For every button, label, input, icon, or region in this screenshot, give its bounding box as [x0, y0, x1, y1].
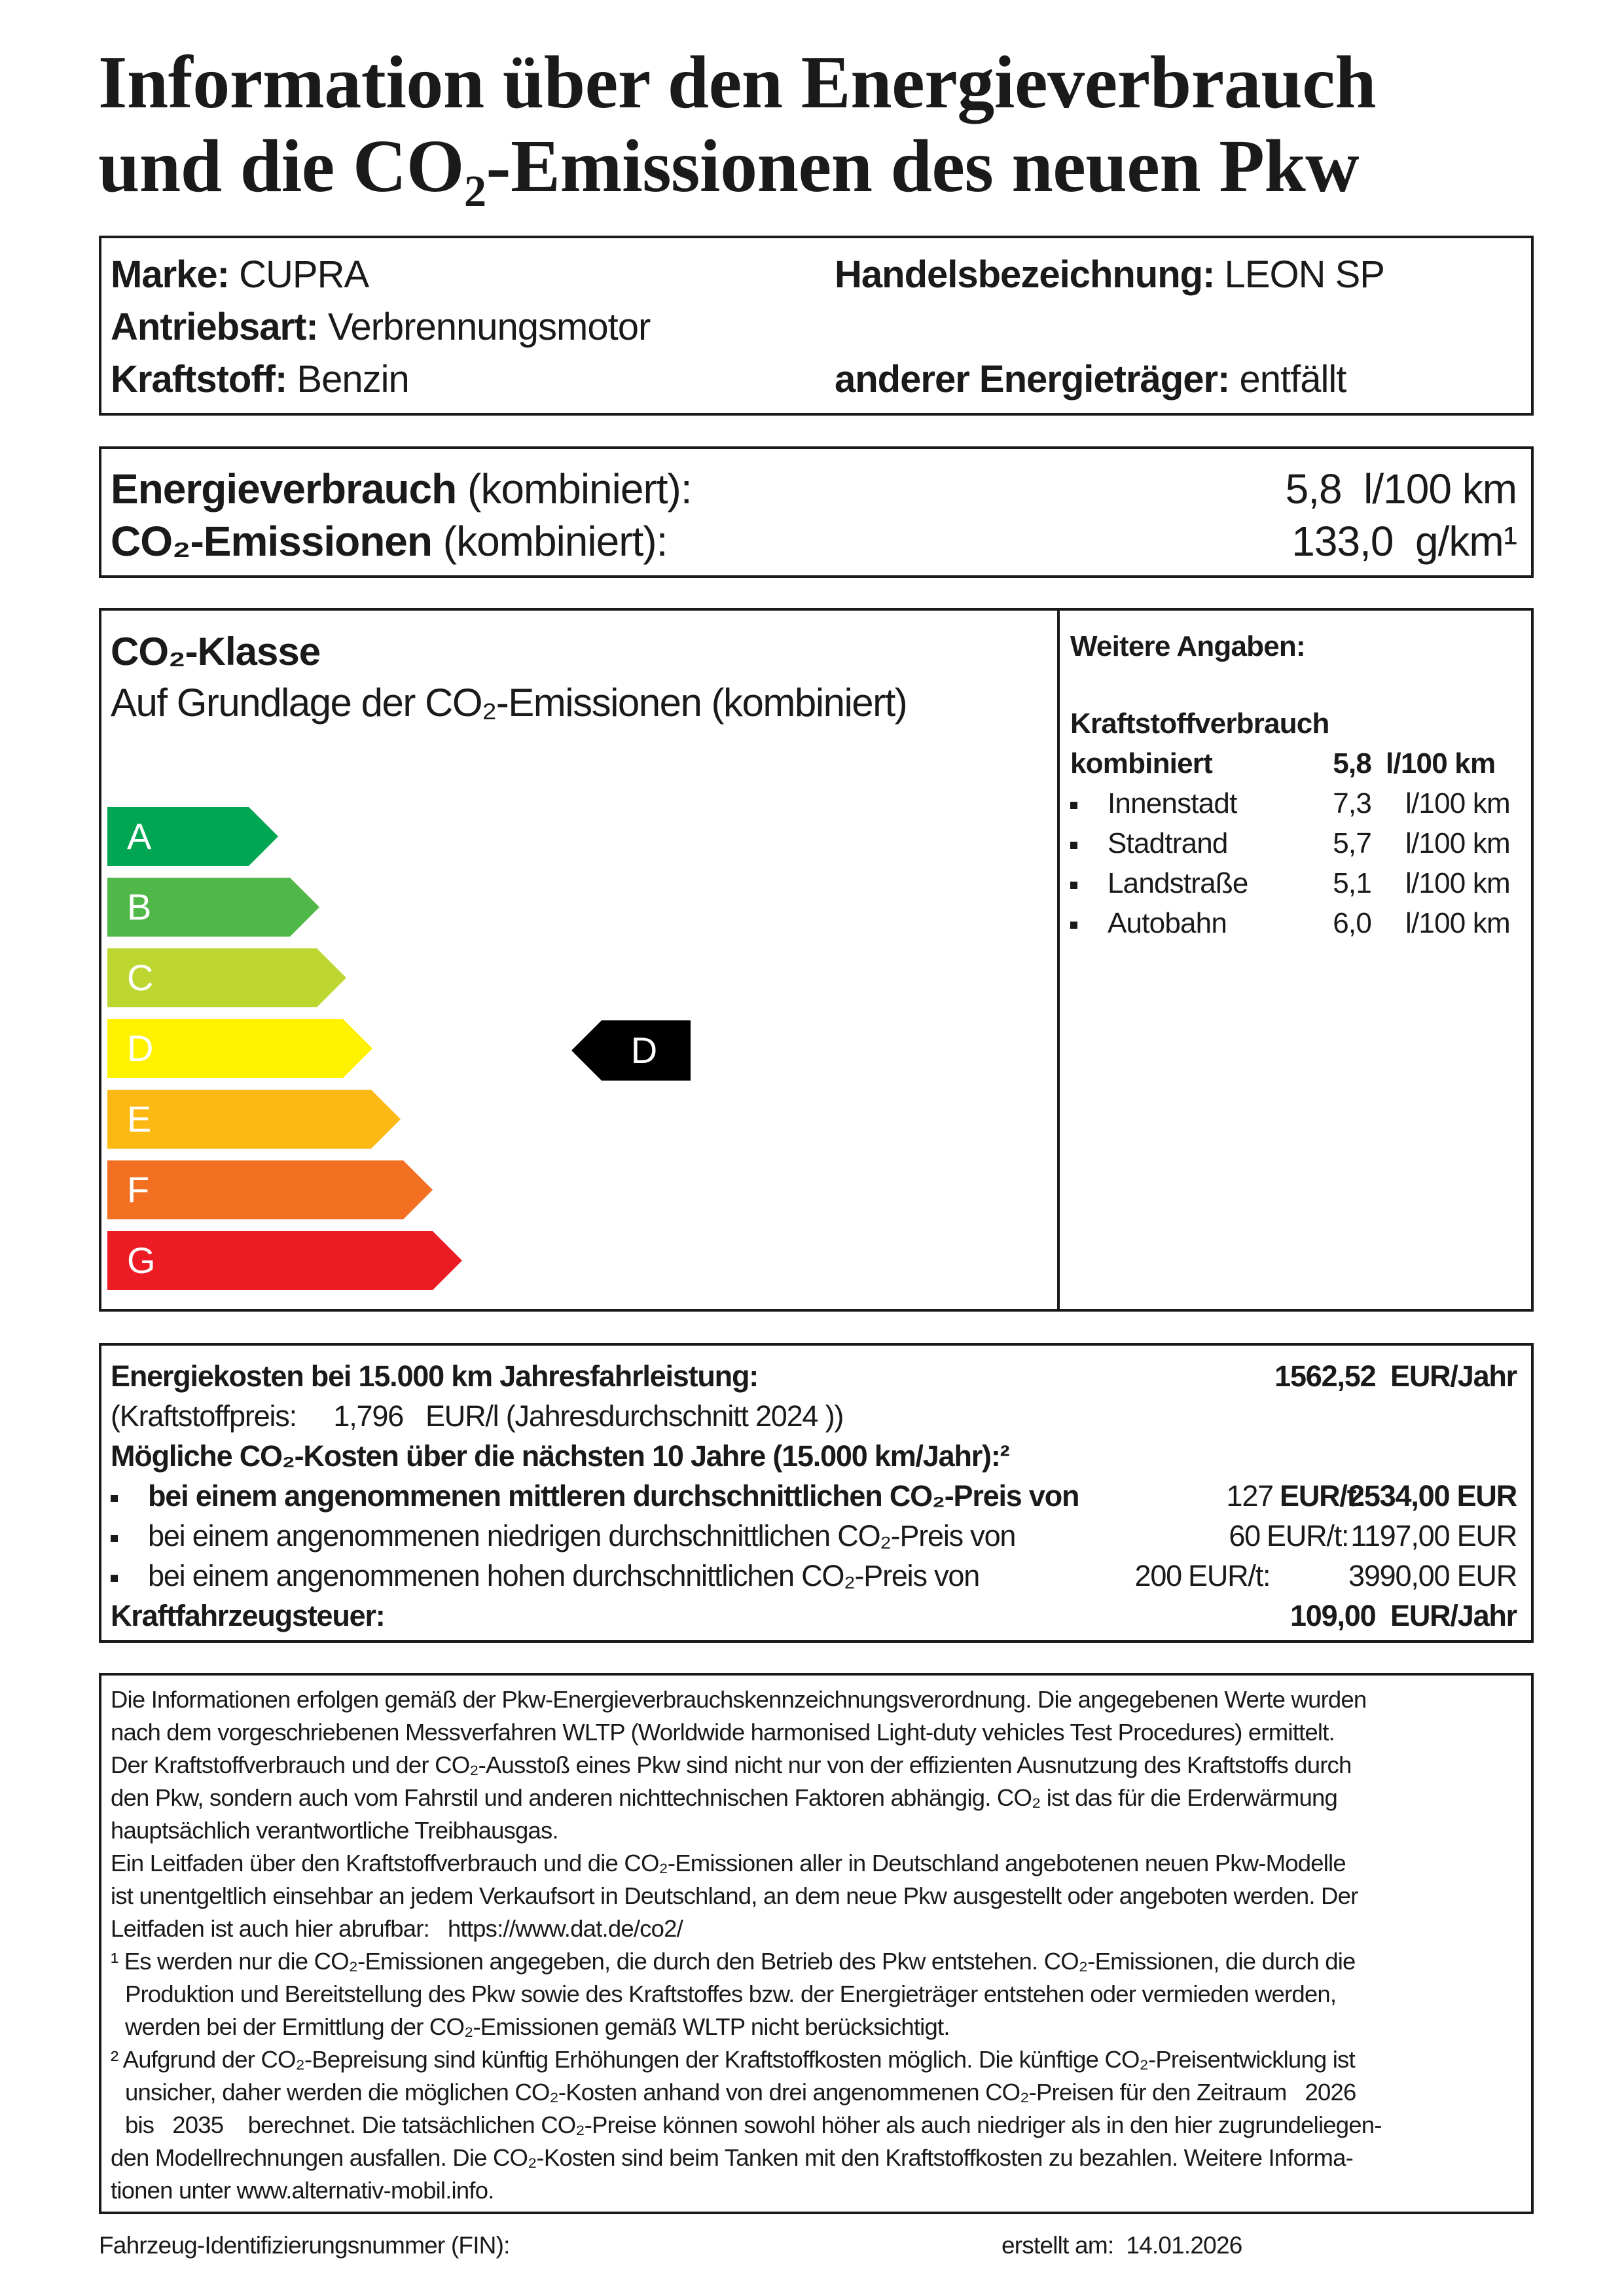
combined-values-box: Energieverbrauch (kombiniert): 5,8 l/100…: [99, 446, 1534, 578]
fin-label: Fahrzeug-Identifizierungsnummer (FIN):: [99, 2232, 510, 2259]
bullet-icon: [111, 1494, 118, 1502]
other-energy: anderer Energieträger: entfällt: [835, 358, 1346, 401]
co2-cost-scenario: bei einem angenommenen hohen durchschnit…: [111, 1559, 980, 1593]
co2-class-subheading: Auf Grundlage der CO₂-Emissionen (kombin…: [111, 681, 908, 725]
fuel-price: (Kraftstoffpreis: 1,796 EUR/l (Jahresdur…: [111, 1399, 844, 1433]
drive-type: Antriebsart: Verbrennungsmotor: [111, 306, 651, 348]
consumption-item: Innenstadt: [1070, 787, 1237, 820]
bullet-icon: [111, 1574, 118, 1582]
created-date: erstellt am: 14.01.2026: [1001, 2232, 1242, 2259]
co2-cost-scenario: bei einem angenommenen mittleren durchsc…: [111, 1479, 1079, 1513]
co2-class-bar-b: B: [107, 878, 319, 937]
co2-cost-scenario: bei einem angenommenen niedrigen durchsc…: [111, 1519, 1016, 1553]
co2-class-bar-f: F: [107, 1160, 433, 1219]
page-title: Information über den Energieverbrauch un…: [98, 41, 1377, 207]
co2-class-bar-d: D: [107, 1019, 372, 1078]
vehicle-info-box: Marke: CUPRA Handelsbezeichnung: LEON SP…: [99, 236, 1534, 416]
energy-consumption-label: Energieverbrauch (kombiniert):: [111, 465, 693, 512]
co2-class-bar-c: C: [107, 948, 346, 1007]
energy-consumption-value: 5,8 l/100 km: [1285, 465, 1517, 512]
co2-costs-label: Mögliche CO₂-Kosten über die nächsten 10…: [111, 1439, 1010, 1473]
consumption-item: Stadtrand: [1070, 827, 1228, 860]
combined-unit: l/100 km: [1386, 747, 1496, 780]
consumption-item: Landstraße: [1070, 867, 1248, 900]
vehicle-tax-value: 109,00 EUR/Jahr: [1290, 1599, 1517, 1632]
energy-costs-value: 1562,52 EUR/Jahr: [1274, 1359, 1517, 1393]
costs-box: Energiekosten bei 15.000 km Jahresfahrle…: [99, 1343, 1534, 1643]
leitfaden-link[interactable]: https://www.dat.de/co2/: [447, 1915, 683, 1942]
combined-value: 5,8: [1333, 747, 1372, 780]
fuel: Kraftstoff: Benzin: [111, 358, 410, 401]
co2-emissions-value: 133,0 g/km¹: [1291, 518, 1517, 565]
co2-class-bar-g: G: [107, 1231, 462, 1290]
consumption-item: Autobahn: [1070, 907, 1227, 940]
bullet-icon: [1070, 801, 1077, 809]
divider: [1057, 611, 1060, 1309]
co2-class-box: CO₂-Klasse Auf Grundlage der CO₂-Emissio…: [99, 608, 1534, 1312]
energy-costs-label: Energiekosten bei 15.000 km Jahresfahrle…: [111, 1359, 759, 1393]
bullet-icon: [1070, 921, 1077, 929]
co2-class-bar-a: A: [107, 807, 278, 866]
co2-class-heading: CO₂-Klasse: [111, 630, 321, 673]
co2-emissions-label: CO₂-Emissionen (kombiniert):: [111, 518, 668, 565]
combined-label: kombiniert: [1070, 747, 1213, 780]
brand: Marke: CUPRA: [111, 253, 369, 296]
co2-class-bar-e: E: [107, 1090, 401, 1149]
bullet-icon: [1070, 881, 1077, 889]
fuel-consumption-heading: Kraftstoffverbrauch: [1070, 708, 1329, 740]
trade-name: Handelsbezeichnung: LEON SP: [835, 253, 1385, 296]
bullet-icon: [111, 1534, 118, 1542]
vehicle-tax-label: Kraftfahrzeugsteuer:: [111, 1599, 386, 1632]
further-info-heading: Weitere Angaben:: [1070, 630, 1306, 662]
notes-text: Die Informationen erfolgen gemäß der Pkw…: [111, 1686, 1382, 2204]
notes-box: Die Informationen erfolgen gemäß der Pkw…: [99, 1673, 1534, 2214]
bullet-icon: [1070, 841, 1077, 849]
